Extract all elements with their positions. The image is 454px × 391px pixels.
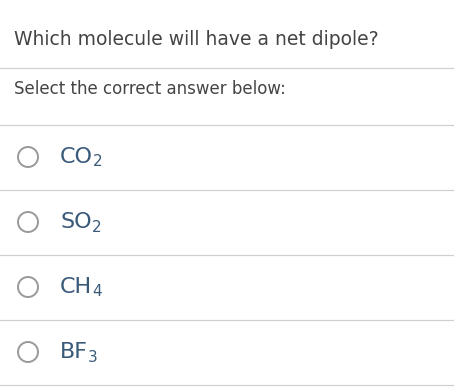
Text: CO: CO (60, 147, 93, 167)
Text: 4: 4 (92, 285, 102, 300)
Text: 2: 2 (93, 154, 103, 170)
Text: 3: 3 (88, 350, 98, 364)
Text: CH: CH (60, 277, 92, 297)
Text: BF: BF (60, 342, 88, 362)
Text: Which molecule will have a net dipole?: Which molecule will have a net dipole? (14, 30, 379, 49)
Text: SO: SO (60, 212, 92, 232)
Text: Select the correct answer below:: Select the correct answer below: (14, 80, 286, 98)
Text: 2: 2 (92, 219, 101, 235)
